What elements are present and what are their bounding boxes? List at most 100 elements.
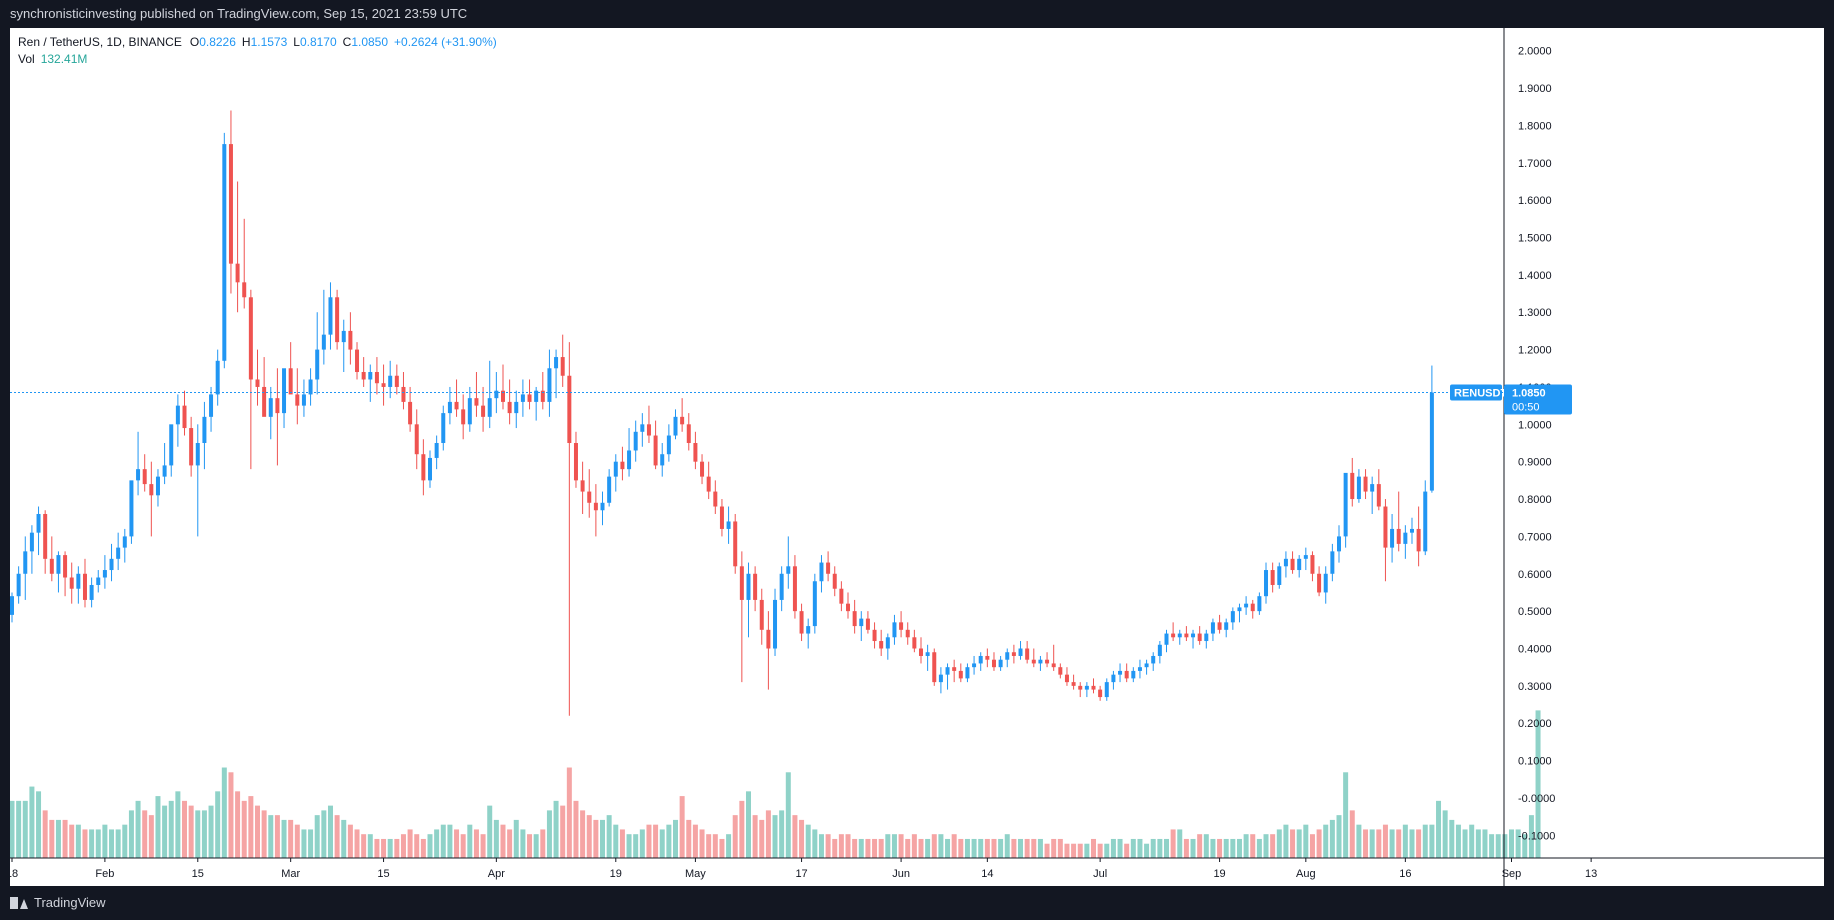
candle-body: [726, 521, 731, 529]
candle-body: [109, 558, 114, 571]
brand[interactable]: TradingView: [10, 895, 106, 910]
price-tick-label: 1.7000: [1518, 158, 1552, 170]
candle-body: [846, 603, 851, 612]
volume-bar: [692, 824, 698, 858]
volume-bar: [719, 838, 725, 858]
volume-bar: [341, 819, 347, 858]
candle-body: [567, 375, 572, 443]
candle-body: [487, 398, 492, 417]
candle-body: [779, 573, 784, 600]
time-tick-label: Jul: [1093, 868, 1107, 880]
candle-body: [29, 532, 34, 552]
volume-bar: [1230, 838, 1236, 858]
volume-bar: [1509, 829, 1515, 858]
price-tick-label: -0.1000: [1518, 830, 1555, 842]
volume-bar: [1396, 829, 1402, 858]
candle-body: [43, 513, 48, 559]
candle-body: [1025, 648, 1030, 660]
candle-body: [348, 330, 353, 350]
candle-body: [958, 670, 963, 679]
volume-bar: [566, 767, 572, 858]
volume-bar: [1336, 815, 1342, 858]
candle-body: [268, 398, 273, 417]
volume-bar: [122, 824, 128, 858]
volume-bar: [991, 838, 997, 858]
volume-bar: [175, 791, 181, 858]
candle-body: [116, 547, 121, 559]
candle-body: [680, 416, 685, 425]
price-axis: 2.0000 1.9000 1.8000 1.7000 1.6000 1.5000 1.40…: [1518, 46, 1555, 843]
candle-body: [202, 416, 207, 443]
volume-bar: [745, 791, 751, 858]
volume-bar: [182, 800, 188, 858]
candle-body: [547, 368, 552, 402]
candles: [10, 110, 1434, 716]
candle-body: [1403, 532, 1408, 544]
candle-body: [1423, 491, 1428, 552]
volume-bar: [327, 805, 333, 858]
candle-body: [1376, 484, 1381, 507]
candle-body: [1396, 528, 1401, 544]
volume-bar: [1482, 829, 1488, 858]
volume-bar: [1455, 824, 1461, 858]
volume-bar: [679, 796, 685, 858]
time-tick-label: Mar: [281, 868, 300, 880]
candle-body: [1098, 689, 1103, 698]
time-tick-label: 15: [192, 868, 204, 880]
candle-body: [600, 502, 605, 511]
volume-bar: [1356, 824, 1362, 858]
candle-body: [1409, 528, 1414, 533]
close-label: C: [342, 35, 352, 49]
candle-body: [580, 480, 585, 492]
candle-body: [534, 390, 539, 402]
volume-bar: [49, 819, 55, 858]
candle-body: [560, 357, 565, 376]
volume-bar: [235, 791, 241, 858]
volume-bar: [659, 829, 665, 858]
volume-bar: [891, 834, 897, 858]
volume-bar: [925, 838, 931, 858]
volume-bar: [55, 819, 61, 858]
volume-value: 132.41M: [40, 52, 88, 66]
candle-body: [288, 368, 293, 395]
volume-bar: [1329, 819, 1335, 858]
open-label: O: [189, 35, 200, 49]
volume-bar: [752, 815, 758, 858]
time-tick-label: 18: [10, 868, 18, 880]
candle-body: [155, 476, 160, 496]
volume-bar: [215, 791, 221, 858]
candle-body: [792, 566, 797, 612]
volume-bar: [1343, 772, 1349, 858]
candle-body: [1018, 648, 1023, 656]
volume-bar: [1190, 838, 1196, 858]
volume-bar: [148, 815, 154, 858]
volume-bar: [998, 838, 1004, 858]
candle-body: [1224, 622, 1229, 630]
symbol-legend: Ren / TetherUS, 1D, BINANCE O0.8226 H1.157…: [18, 34, 497, 68]
candle-body: [149, 484, 154, 496]
volume-bar: [1018, 838, 1024, 858]
candle-body: [215, 360, 220, 395]
chart-area[interactable]: 2.0000 1.9000 1.8000 1.7000 1.6000 1.5000 1.40…: [10, 28, 1824, 886]
candlestick-chart[interactable]: 2.0000 1.9000 1.8000 1.7000 1.6000 1.5000 1.40…: [10, 28, 1824, 886]
candle-body: [169, 424, 174, 466]
volume-bar: [334, 815, 340, 858]
candle-body: [275, 398, 280, 414]
volume-bar: [400, 834, 406, 858]
volume-bar: [301, 829, 307, 858]
volume-bar: [1057, 838, 1063, 858]
price-tag-value: 1.0850: [1512, 388, 1546, 400]
time-tick-label: 16: [1399, 868, 1411, 880]
volume-bar: [1409, 829, 1415, 858]
candle-body: [129, 480, 134, 537]
candle-body: [1084, 685, 1089, 690]
candle-body: [965, 667, 970, 679]
candle-body: [175, 405, 180, 425]
candle-body: [36, 513, 41, 533]
candle-body: [235, 263, 240, 283]
volume-bar: [1303, 824, 1309, 858]
volume-bar: [347, 824, 353, 858]
volume-bar: [36, 791, 42, 858]
volume-bar: [221, 767, 227, 858]
time-tick-label: Jun: [892, 868, 910, 880]
